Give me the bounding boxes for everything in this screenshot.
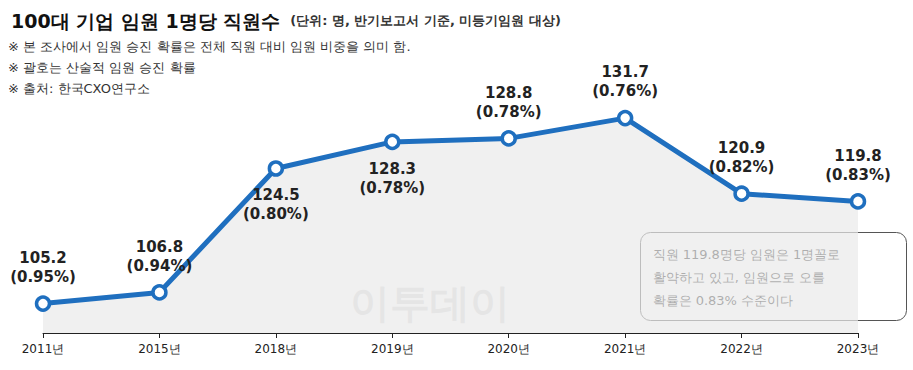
svg-text:(0.94%): (0.94%): [127, 257, 193, 275]
svg-text:2023년: 2023년: [837, 342, 880, 356]
svg-text:106.8: 106.8: [136, 238, 183, 256]
svg-text:2020년: 2020년: [487, 342, 530, 356]
svg-text:(0.78%): (0.78%): [359, 179, 425, 197]
svg-text:(0.78%): (0.78%): [476, 103, 542, 121]
svg-text:(0.95%): (0.95%): [10, 268, 76, 286]
svg-text:128.3: 128.3: [369, 160, 416, 178]
svg-text:(0.82%): (0.82%): [709, 158, 775, 176]
svg-text:105.2: 105.2: [19, 249, 66, 267]
svg-text:2011년: 2011년: [22, 342, 65, 356]
svg-text:100대 기업 임원 1명당 직원수: 100대 기업 임원 1명당 직원수: [11, 10, 280, 32]
svg-text:128.8: 128.8: [485, 84, 532, 102]
svg-text:131.7: 131.7: [601, 63, 648, 81]
svg-text:2021년: 2021년: [604, 342, 647, 356]
svg-text:2019년: 2019년: [371, 342, 414, 356]
svg-text:119.8: 119.8: [834, 147, 881, 165]
svg-text:※ 출처: 한국CXO연구소: ※ 출처: 한국CXO연구소: [8, 81, 150, 96]
svg-text:2015년: 2015년: [138, 342, 181, 356]
svg-text:※ 괄호는 산술적 임원 승진 확률: ※ 괄호는 산술적 임원 승진 확률: [8, 60, 196, 75]
svg-text:120.9: 120.9: [718, 139, 765, 157]
svg-text:2018년: 2018년: [255, 342, 298, 356]
svg-text:(0.76%): (0.76%): [592, 82, 658, 100]
svg-text:(단위: 명, 반기보고서 기준, 미등기임원 대상): (단위: 명, 반기보고서 기준, 미등기임원 대상): [290, 13, 561, 28]
svg-text:(0.80%): (0.80%): [243, 205, 309, 223]
svg-text:(0.83%): (0.83%): [825, 166, 891, 184]
svg-text:※ 본 조사에서 임원 승진 확률은 전체 직원 대비 임원: ※ 본 조사에서 임원 승진 확률은 전체 직원 대비 임원 비중을 의미 함.: [8, 39, 411, 54]
svg-text:124.5: 124.5: [252, 186, 299, 204]
svg-text:2022년: 2022년: [720, 342, 763, 356]
